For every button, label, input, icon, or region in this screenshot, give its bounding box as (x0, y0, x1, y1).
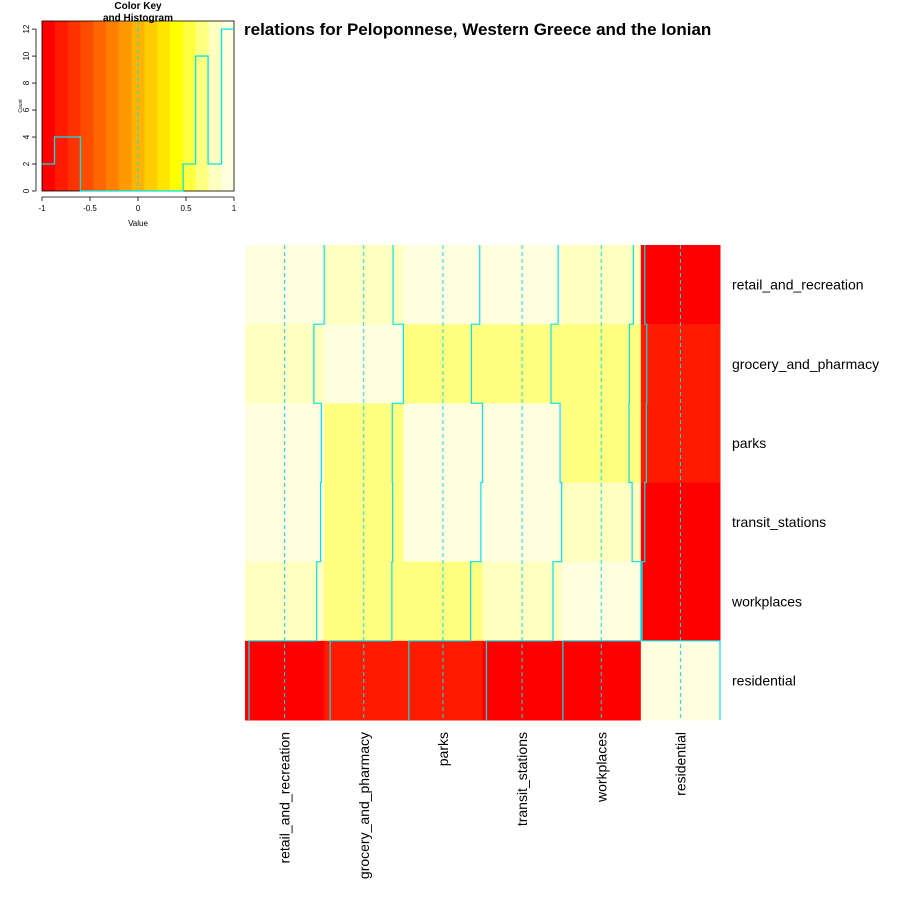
color-key-x-tick-label: 0.5 (180, 204, 192, 213)
column-label: workplaces (593, 732, 609, 803)
color-key-x-tick-label: -0.5 (83, 204, 97, 213)
heatmap-cell (403, 482, 483, 563)
color-key-x-tick-label: -1 (38, 204, 46, 213)
color-key-swatch (54, 21, 69, 191)
heatmap-traces (248, 245, 721, 720)
color-key-swatch (182, 21, 197, 191)
heatmap-cell (403, 245, 483, 325)
color-key-swatch (170, 21, 184, 191)
heatmap-cell (245, 482, 325, 563)
color-key-title-line1: Color Key (114, 1, 162, 12)
heatmap-cell (561, 245, 642, 325)
row-label: residential (732, 672, 796, 688)
row-label: workplaces (731, 593, 802, 609)
color-key-swatch (144, 21, 158, 191)
histogram-trace (42, 28, 234, 192)
color-key-swatch (157, 21, 171, 191)
color-key-swatch (118, 21, 133, 191)
heatmap-cell (640, 561, 721, 642)
color-key-y-tick-label: 6 (22, 107, 31, 112)
column-trace (329, 245, 404, 720)
column-labels: retail_and_recreation grocery_and_pharmac… (277, 732, 689, 879)
column-trace (485, 245, 563, 720)
color-key-swatch (221, 21, 235, 191)
column-label: parks (435, 732, 451, 766)
heatmap-cell (245, 245, 325, 325)
color-key-swatch (67, 21, 81, 191)
heatmap-cell (482, 245, 563, 325)
row-label: retail_and_recreation (732, 277, 864, 293)
row-label: parks (732, 435, 766, 451)
column-trace (562, 245, 642, 720)
color-key-x-tick-label: 1 (232, 204, 237, 213)
heatmap-cell (324, 245, 404, 325)
row-label: transit_stations (732, 514, 826, 530)
color-key-swatch (93, 21, 107, 191)
heatmap-cell (245, 561, 325, 642)
column-label: residential (672, 732, 688, 796)
row-labels: retail_and_recreation grocery_and_pharmac… (731, 277, 879, 689)
color-key-y-tick-label: 2 (22, 161, 31, 166)
color-key-swatch (208, 21, 222, 191)
color-key-swatch (195, 21, 209, 191)
color-key-histogram-trace (42, 28, 234, 192)
heatmap-cell (561, 482, 642, 563)
heatmap-cell (324, 482, 404, 563)
color-key-x-tick-label: 0 (136, 204, 141, 213)
heatmap-cell (482, 482, 563, 563)
color-key-y-tick-label: 12 (22, 24, 31, 33)
heatmap-cell (561, 561, 642, 642)
color-key-y-tick-label: 10 (22, 51, 31, 60)
column-trace (248, 245, 325, 720)
column-label: transit_stations (514, 732, 530, 826)
column-label: retail_and_recreation (277, 732, 293, 864)
heatmap-cell (640, 482, 721, 563)
color-key-swatch (106, 21, 120, 191)
color-key-y-tick-label: 4 (22, 134, 31, 139)
color-key-y-tick-label: 8 (22, 80, 31, 85)
color-key-swatch (80, 21, 94, 191)
color-key-strip (41, 20, 235, 192)
color-key-xlabel: Value (128, 219, 148, 228)
column-trace (641, 245, 721, 720)
color-key-y-tick-label: 0 (22, 188, 31, 193)
color-key-swatch (42, 21, 56, 191)
heatmap-cell (640, 245, 721, 325)
heatmap-cell (482, 561, 563, 642)
color-key-ylabel: Count (18, 99, 24, 113)
column-trace (408, 245, 484, 720)
row-label: grocery_and_pharmacy (732, 356, 879, 372)
column-label: grocery_and_pharmacy (356, 732, 372, 879)
chart-title: relations for Peloponnese, Western Greec… (244, 20, 712, 39)
color-key-title-line2: and Histogram (103, 13, 173, 24)
